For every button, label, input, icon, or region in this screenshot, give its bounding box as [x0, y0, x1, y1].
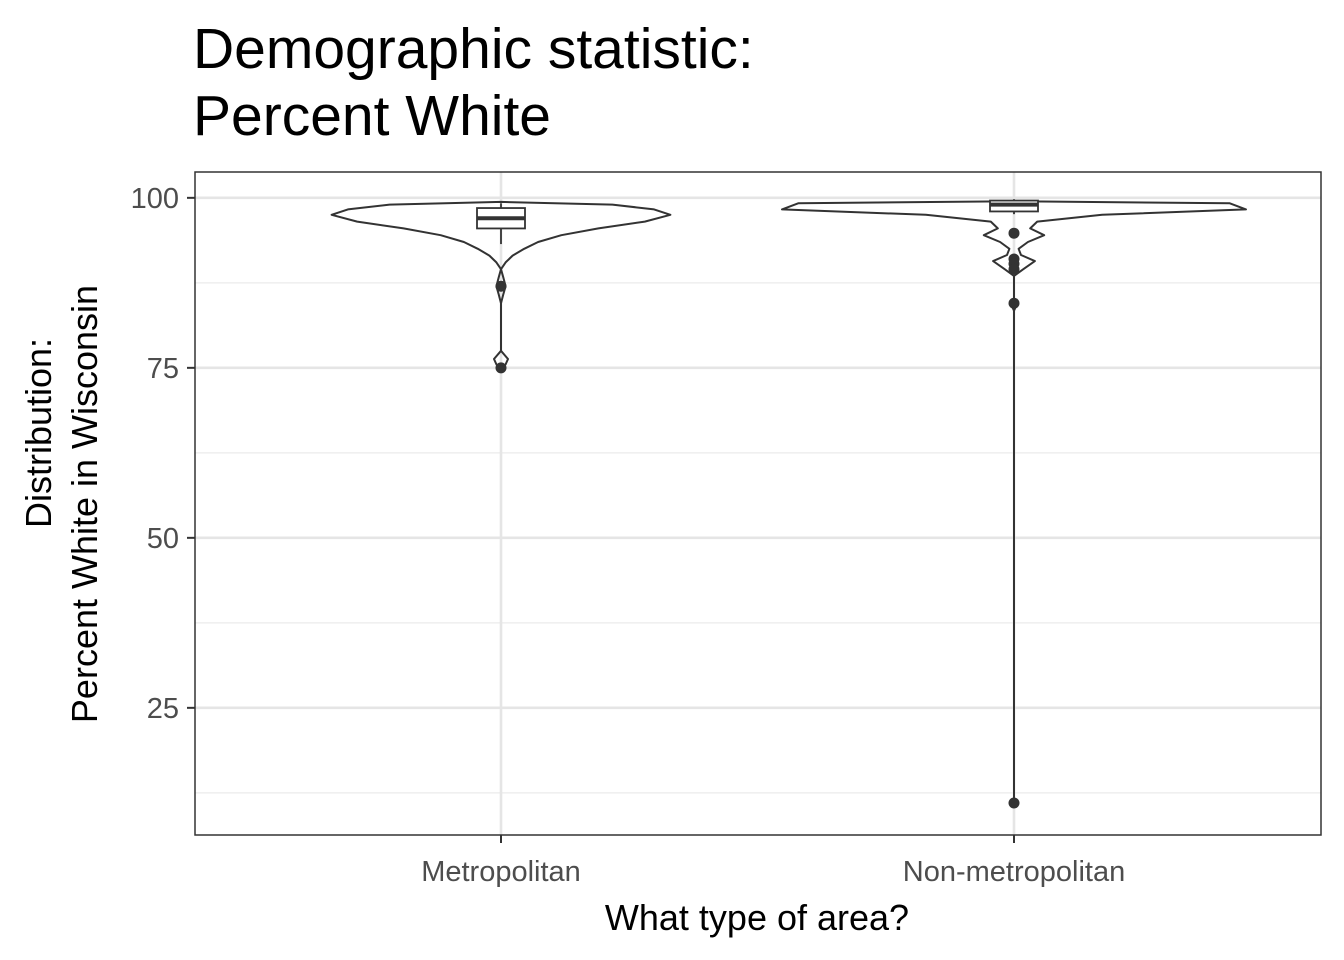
outlier-point: [1008, 797, 1020, 809]
plot-panel: 25 50 75 100 Metropolitan Non-metropolitan: [131, 171, 1322, 888]
panel-background: [195, 172, 1321, 835]
x-axis-title: What type of area?: [605, 897, 909, 938]
y-tick-label: 50: [147, 523, 179, 555]
x-tick-label: Non-metropolitan: [903, 856, 1125, 888]
panel-border: [194, 171, 1322, 836]
y-tick-label: 100: [131, 183, 179, 215]
outlier-point: [1008, 263, 1020, 275]
chart-title-line-1: Demographic statistic:: [193, 17, 754, 81]
x-tick-label: Metropolitan: [421, 856, 581, 888]
outlier-point: [495, 362, 507, 374]
y-tick-label: 25: [147, 693, 179, 725]
y-axis-title-line-2: Percent White in Wisconsin: [64, 285, 105, 723]
y-tick-label: 75: [147, 353, 179, 385]
chart-title-line-2: Percent White: [193, 84, 551, 148]
outlier-point: [1008, 227, 1020, 239]
y-axis-title-line-1: Distribution:: [18, 338, 59, 528]
outlier-point: [495, 280, 507, 292]
outlier-point: [1008, 297, 1020, 309]
